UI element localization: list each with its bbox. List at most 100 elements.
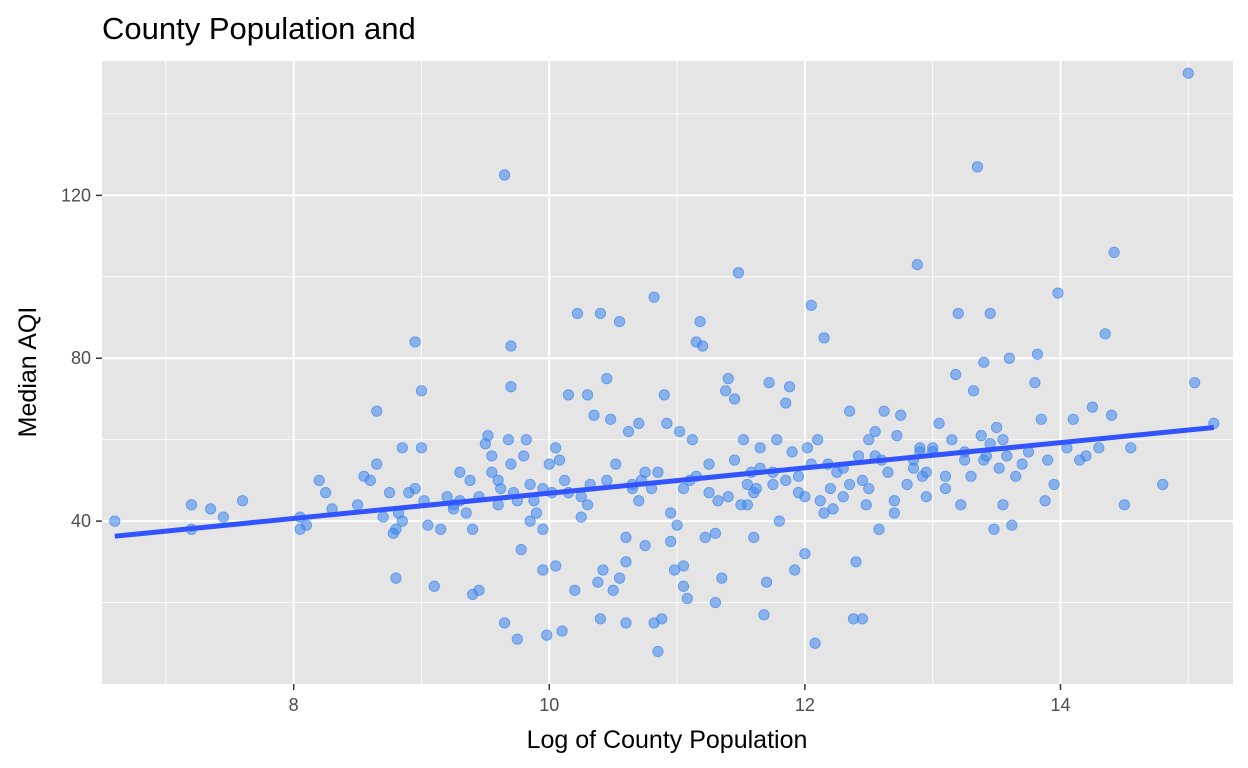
data-point: [888, 507, 900, 519]
data-point: [639, 539, 651, 552]
data-point: [997, 434, 1009, 446]
data-point: [511, 633, 523, 645]
data-point: [984, 307, 996, 320]
data-point: [967, 385, 980, 397]
data-point: [809, 637, 821, 649]
data-point: [818, 332, 830, 344]
data-point: [656, 613, 668, 625]
data-point: [371, 458, 383, 470]
data-point: [1016, 458, 1028, 470]
data-point: [351, 499, 364, 511]
data-point: [633, 495, 645, 507]
data-point: [537, 523, 549, 535]
data-point: [648, 291, 660, 303]
data-point: [569, 584, 581, 596]
data-point: [901, 478, 913, 491]
data-point: [541, 629, 553, 641]
data-point: [109, 515, 121, 527]
data-point: [553, 454, 566, 466]
data-point: [1108, 246, 1120, 258]
data-point: [965, 470, 977, 482]
data-point: [556, 625, 568, 637]
data-point: [933, 417, 945, 429]
data-point: [575, 491, 587, 503]
data-point: [760, 576, 773, 588]
x-tick-label: 12: [795, 695, 815, 715]
data-point: [409, 482, 421, 495]
data-point: [498, 617, 511, 629]
x-tick-label: 10: [539, 695, 559, 715]
data-point: [594, 613, 607, 625]
data-point: [601, 373, 613, 385]
data-point: [860, 499, 872, 511]
data-point: [712, 495, 724, 507]
data-point: [1029, 377, 1041, 389]
data-point: [652, 466, 664, 478]
data-point: [799, 548, 811, 560]
data-point: [852, 450, 865, 462]
data-point: [582, 389, 594, 401]
data-point: [824, 482, 837, 495]
data-point: [1067, 413, 1079, 425]
chart-title: County Population and: [102, 11, 416, 46]
data-point: [492, 499, 504, 511]
data-point: [927, 442, 939, 454]
data-point: [1105, 409, 1118, 421]
data-point: [300, 519, 313, 531]
data-point: [524, 478, 536, 491]
data-point: [988, 523, 1000, 535]
data-point: [837, 491, 849, 503]
data-point: [575, 511, 587, 523]
data-point: [732, 267, 745, 279]
data-point: [780, 474, 792, 487]
data-point: [812, 434, 824, 446]
trend-line: [114, 424, 1215, 539]
data-point: [550, 560, 562, 572]
data-point: [697, 340, 709, 352]
trend-layer: [114, 424, 1215, 539]
data-point: [482, 430, 494, 442]
data-point: [571, 307, 584, 320]
data-point: [597, 564, 609, 576]
data-point: [1125, 442, 1137, 454]
data-point: [955, 499, 967, 511]
data-point: [869, 425, 881, 438]
data-point: [601, 474, 613, 487]
data-point: [313, 474, 325, 487]
data-point: [495, 482, 507, 495]
data-point: [473, 584, 485, 596]
data-point: [773, 515, 785, 527]
data-point: [498, 169, 511, 181]
data-point: [911, 258, 923, 271]
data-point: [217, 511, 230, 523]
data-point: [844, 478, 856, 491]
data-point: [550, 442, 562, 454]
data-point: [1157, 478, 1169, 491]
data-point: [920, 466, 932, 478]
data-point: [383, 487, 396, 499]
data-point: [699, 531, 711, 544]
data-point: [620, 617, 632, 629]
data-point: [1035, 413, 1047, 425]
data-point: [422, 519, 434, 531]
data-point: [464, 474, 476, 487]
data-point: [703, 487, 715, 499]
data-point: [952, 307, 964, 320]
data-point: [543, 458, 555, 470]
data-point: [801, 442, 814, 454]
data-point: [709, 596, 722, 609]
grid-minor: [102, 61, 1233, 684]
data-point: [971, 161, 984, 173]
data-point: [882, 466, 894, 478]
data-point: [1189, 377, 1201, 389]
data-point: [1093, 442, 1105, 454]
data-point: [850, 556, 862, 568]
data-point: [681, 592, 693, 605]
y-axis-title: Median AQI: [14, 307, 42, 438]
data-point: [780, 397, 792, 409]
data-point: [754, 442, 766, 454]
data-point: [907, 462, 920, 474]
data-point: [428, 580, 440, 592]
data-point: [771, 434, 783, 446]
data-point: [236, 495, 249, 507]
